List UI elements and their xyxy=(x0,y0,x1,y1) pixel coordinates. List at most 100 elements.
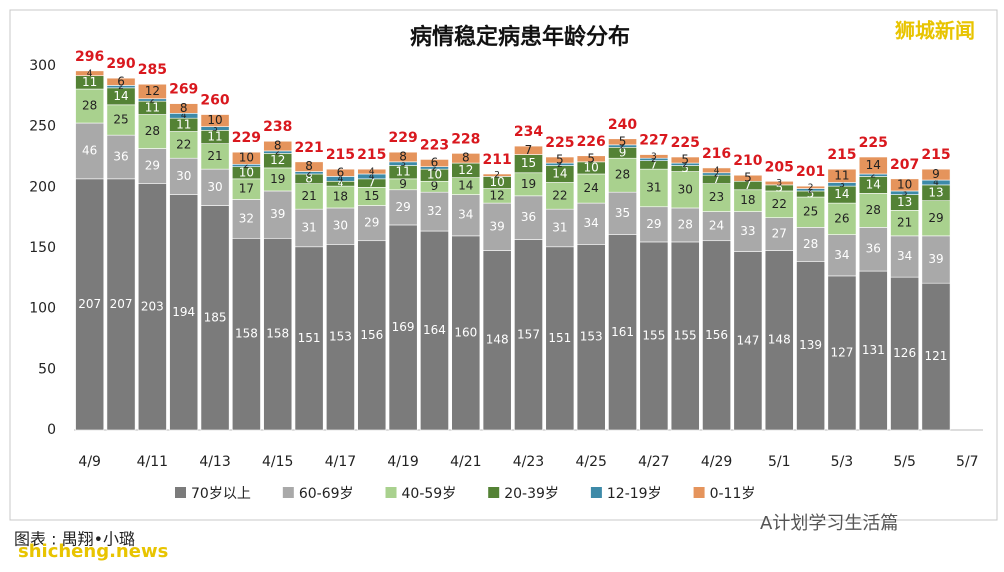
bar-segment xyxy=(231,237,261,431)
data-label: 29 xyxy=(145,159,160,173)
total-label: 215 xyxy=(827,147,856,163)
data-label: 34 xyxy=(897,249,912,263)
data-label: 10 xyxy=(427,168,442,182)
bar-segment xyxy=(231,199,261,239)
bar-segment xyxy=(639,241,669,431)
bar-segment xyxy=(858,156,888,175)
bar-segment xyxy=(608,157,637,193)
data-label: 156 xyxy=(360,328,383,342)
data-label: 2 xyxy=(651,155,657,165)
data-label: 3 xyxy=(902,188,908,198)
total-label: 215 xyxy=(326,147,355,163)
total-label: 215 xyxy=(921,147,950,163)
data-label: 29 xyxy=(364,216,379,230)
total-label: 285 xyxy=(138,62,167,78)
bar-segment xyxy=(169,131,199,159)
data-label: 29 xyxy=(646,217,661,231)
data-label: 4 xyxy=(338,179,344,189)
data-label: 2 xyxy=(275,148,281,158)
data-label: 12 xyxy=(145,84,160,98)
x-tick-label: 5/7 xyxy=(956,454,979,470)
data-label: 39 xyxy=(928,252,943,266)
bar-segment xyxy=(451,153,481,164)
total-label: 238 xyxy=(263,119,292,135)
bar-segment xyxy=(263,190,293,239)
data-label: 27 xyxy=(772,227,787,241)
bar-segment xyxy=(451,194,481,237)
data-label: 30 xyxy=(176,169,191,183)
x-tick-label: 4/11 xyxy=(137,454,168,470)
data-label: 28 xyxy=(678,217,693,231)
data-label: 7 xyxy=(650,157,658,171)
data-label: 11 xyxy=(176,117,191,131)
data-label: 11 xyxy=(145,100,160,114)
data-label: 203 xyxy=(141,299,164,313)
data-label: 5 xyxy=(556,153,564,167)
data-label: 32 xyxy=(239,211,254,225)
bar-segment xyxy=(263,140,293,152)
data-label: 28 xyxy=(803,237,818,251)
total-label: 225 xyxy=(859,135,888,151)
data-label: 28 xyxy=(82,99,97,113)
data-label: 8 xyxy=(180,101,188,115)
data-label: 194 xyxy=(172,305,195,319)
data-label: 9 xyxy=(619,145,627,159)
bar-segment xyxy=(231,151,261,165)
bar-segment xyxy=(200,205,230,431)
data-label: 22 xyxy=(552,188,567,202)
data-label: 169 xyxy=(392,320,415,334)
data-label: 21 xyxy=(897,216,912,230)
data-label: 153 xyxy=(580,330,603,344)
data-label: 10 xyxy=(584,160,599,174)
bar-segment xyxy=(326,244,355,431)
data-label: 157 xyxy=(517,327,540,341)
bar-segment xyxy=(420,191,449,232)
data-label: 6 xyxy=(337,165,345,179)
bar-segment xyxy=(608,138,637,146)
data-label: 14 xyxy=(866,158,881,172)
bar-segment xyxy=(200,168,230,206)
data-label: 148 xyxy=(768,333,791,347)
bar-segment xyxy=(137,183,167,431)
bar-segment xyxy=(702,167,731,174)
bar-segment xyxy=(200,114,230,127)
data-label: 158 xyxy=(266,327,289,341)
bar-segment xyxy=(200,143,230,170)
data-label: 147 xyxy=(736,333,759,347)
total-label: 215 xyxy=(357,147,386,163)
data-label: 14 xyxy=(834,187,849,201)
data-label: 35 xyxy=(615,206,630,220)
bar-segment xyxy=(921,235,951,284)
data-label: 21 xyxy=(301,189,316,203)
data-label: 29 xyxy=(928,211,943,225)
bar-segment xyxy=(482,173,512,177)
total-label: 260 xyxy=(200,93,229,109)
legend-swatch xyxy=(282,487,294,498)
bar-segment xyxy=(482,250,512,431)
bar-segment xyxy=(764,180,794,186)
data-label: 2 xyxy=(557,160,563,170)
data-label: 207 xyxy=(110,297,133,311)
data-label: 4 xyxy=(369,172,375,182)
data-label: 31 xyxy=(646,180,661,194)
bar-segment xyxy=(388,189,418,226)
data-label: 13 xyxy=(897,195,912,209)
data-label: 18 xyxy=(333,190,348,204)
total-label: 269 xyxy=(169,82,198,98)
x-tick-label: 4/27 xyxy=(638,454,669,470)
total-label: 226 xyxy=(577,134,606,150)
bar-segment xyxy=(106,134,136,180)
bar-segment xyxy=(733,251,763,431)
bar-segment xyxy=(388,151,418,163)
data-label: 7 xyxy=(713,172,721,186)
bar-segment xyxy=(169,194,199,431)
bar-segment xyxy=(827,168,857,183)
data-label: 126 xyxy=(893,346,916,360)
data-label: 151 xyxy=(298,331,321,345)
data-label: 31 xyxy=(301,220,316,234)
bar-segment xyxy=(514,239,543,431)
data-label: 31 xyxy=(552,220,567,234)
data-label: 14 xyxy=(552,166,567,180)
bar-segment xyxy=(451,235,481,431)
data-label: 151 xyxy=(548,331,571,345)
